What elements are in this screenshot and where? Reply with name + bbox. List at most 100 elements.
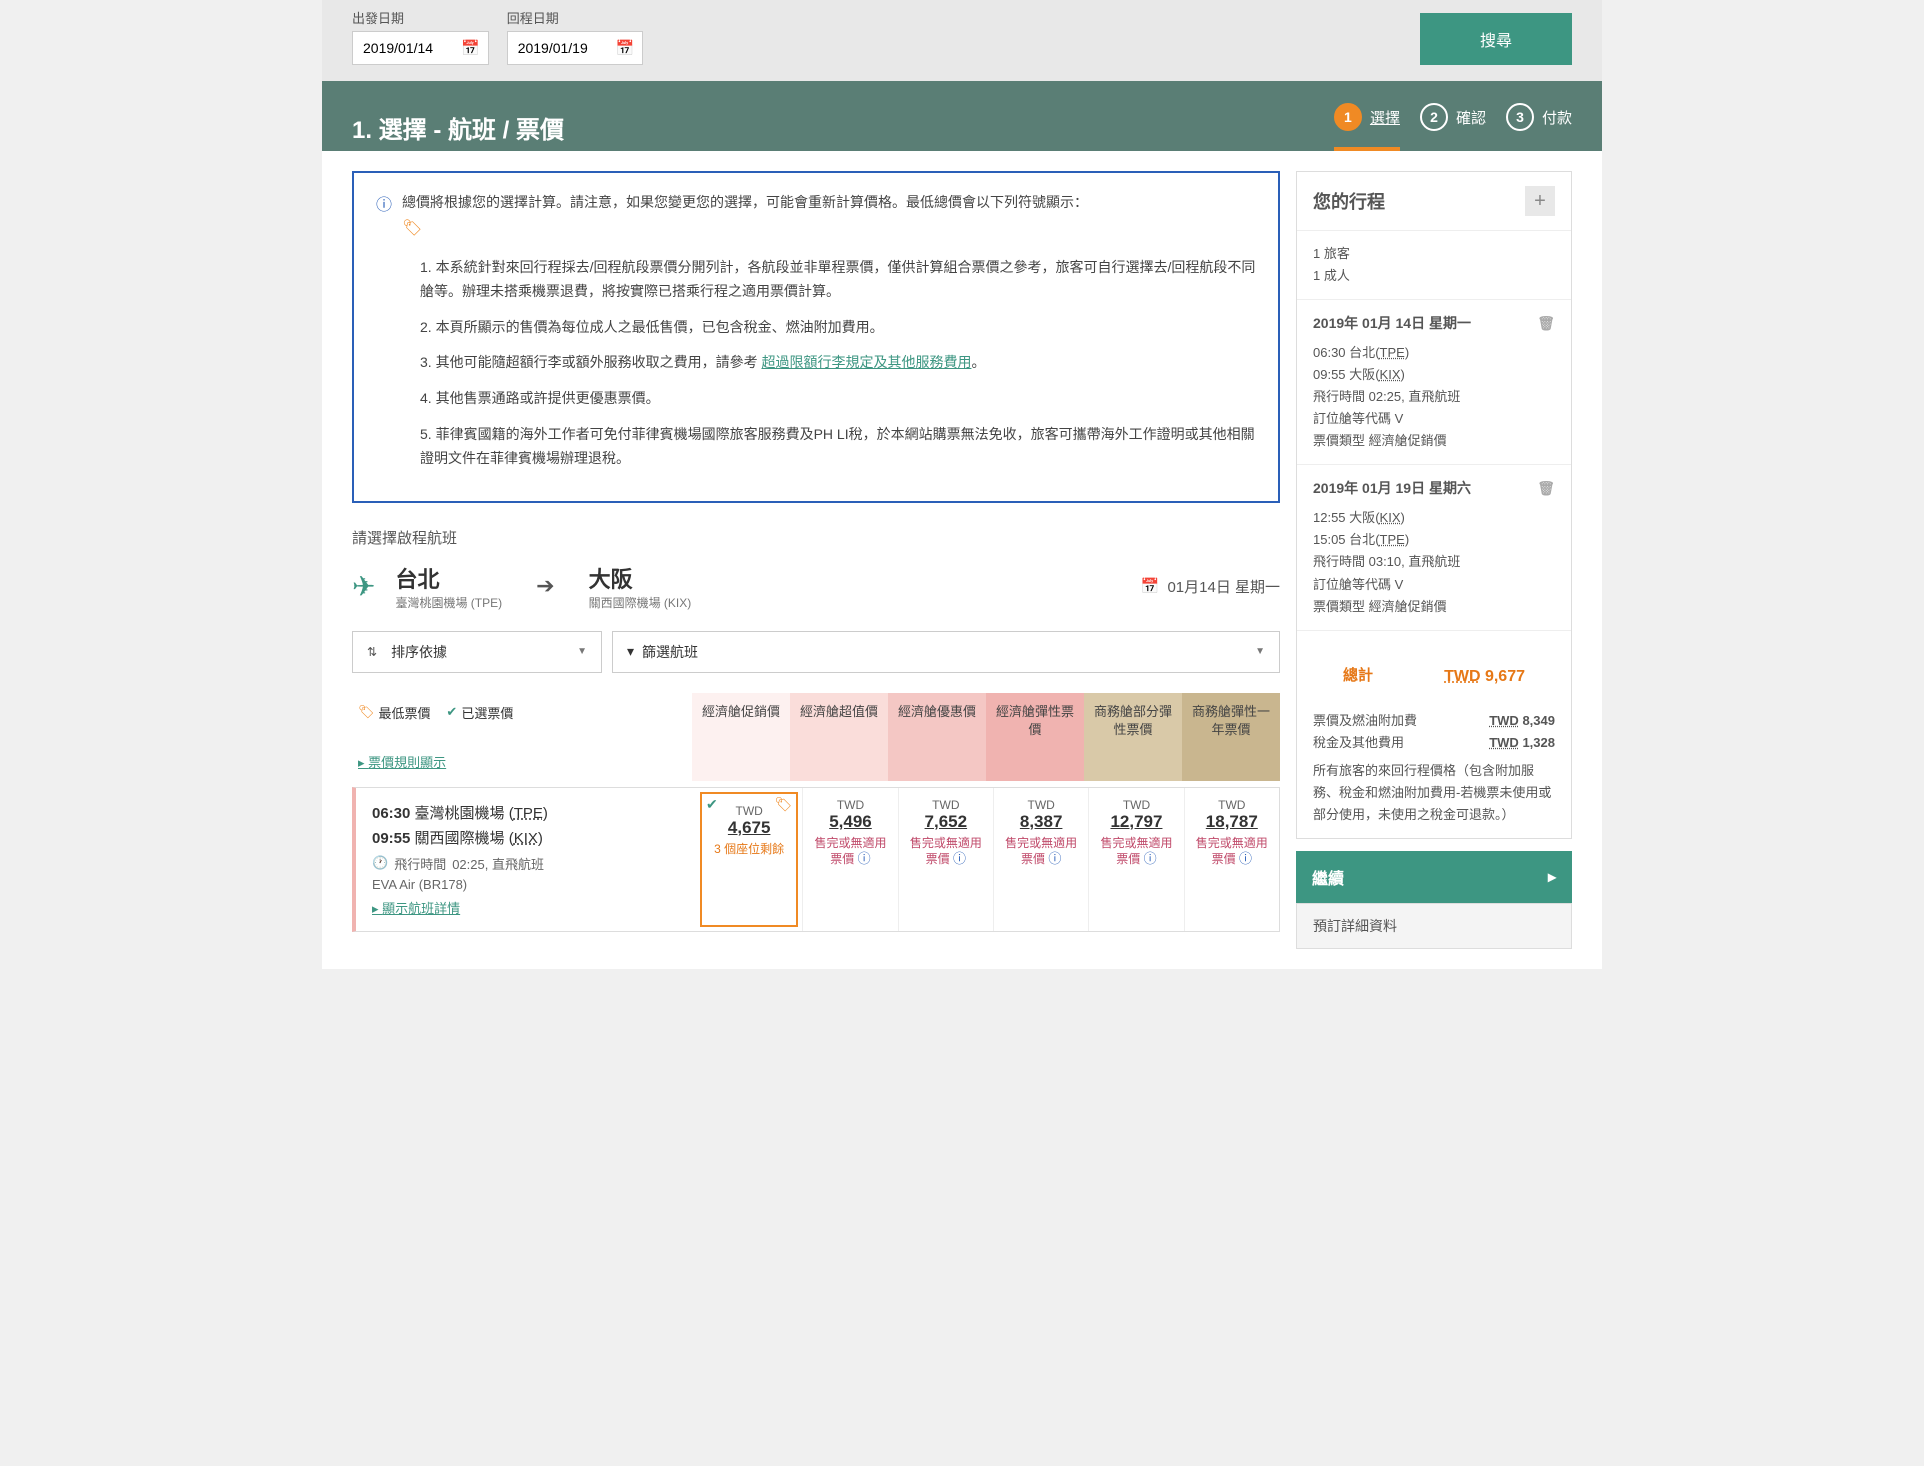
fare-fuel-value: TWD 8,349: [1489, 710, 1555, 732]
calendar-icon[interactable]: 📅: [608, 39, 643, 57]
baggage-fees-link[interactable]: 超過限額行李規定及其他服務費用: [761, 354, 971, 370]
price-summary: 總計 TWD 9,677 票價及燃油附加費 TWD 8,349 稅金及其他費用 …: [1297, 631, 1571, 839]
tag-icon: 🏷: [775, 796, 793, 813]
info-icon[interactable]: ⓘ: [1239, 851, 1252, 866]
info-item: 2. 本頁所顯示的售價為每位成人之最低售價，已包含稅金、燃油附加費用。: [420, 316, 1256, 340]
depart-date-group: 出發日期 📅: [352, 8, 489, 65]
segment-class: 訂位艙等代碼 V: [1313, 574, 1555, 596]
arrival-line: 09:55 關西國際機場 (KIX): [372, 827, 680, 848]
fare-column-header: 經濟艙優惠價: [888, 693, 986, 781]
search-button[interactable]: 搜尋: [1420, 13, 1572, 65]
origin-city-name: 台北: [395, 562, 502, 594]
destination-airport: 關西國際機場 (KIX): [589, 594, 692, 611]
lowest-fare-label: 最低票價: [379, 703, 431, 722]
check-icon: ✔: [446, 704, 457, 720]
fare-unavailable: 售完或無適用票價 ⓘ: [905, 836, 987, 868]
depart-date-input[interactable]: [353, 32, 453, 64]
arrow-right-icon: ➔: [536, 573, 554, 599]
info-icon[interactable]: ⓘ: [1048, 851, 1061, 866]
segment-class: 訂位艙等代碼 V: [1313, 408, 1555, 430]
info-icon[interactable]: ⓘ: [858, 851, 871, 866]
fare-cell[interactable]: TWD 7,652 售完或無適用票價 ⓘ: [898, 788, 993, 931]
fare-column-header: 商務艙部分彈性票價: [1084, 693, 1182, 781]
info-box: ⓘ 總價將根據您的選擇計算。請注意，如果您變更您的選擇，可能會重新計算價格。最低…: [352, 171, 1280, 503]
info-icon[interactable]: ⓘ: [953, 851, 966, 866]
fare-price: 18,787: [1206, 812, 1258, 832]
info-list: 1. 本系統針對來回行程採去/回程航段票價分開列計，各航段並非單程票價，僅供計算…: [376, 256, 1256, 471]
segment-duration: 飛行時間 03:10, 直飛航班: [1313, 551, 1555, 573]
fare-column-header: 經濟艙促銷價: [692, 693, 790, 781]
plane-icon: ✈: [352, 570, 375, 603]
segment-departure: 12:55 大阪(KIX): [1313, 507, 1555, 529]
step-label: 確認: [1456, 107, 1486, 128]
origin-city: 台北 臺灣桃園機場 (TPE): [395, 562, 502, 611]
section-label: 請選擇啟程航班: [352, 527, 1280, 548]
sort-icon: ⇅: [367, 645, 377, 659]
progress-header: 1. 選擇 - 航班 / 票價 1 選擇 2 確認 3 付款: [322, 81, 1602, 151]
fare-cell-selected[interactable]: ✔ 🏷 TWD 4,675 3 個座位剩餘: [700, 792, 798, 927]
info-icon[interactable]: ⓘ: [1144, 851, 1157, 866]
tag-icon: 🏷: [358, 704, 375, 720]
fare-column-header: 商務艙彈性一年票價: [1182, 693, 1280, 781]
clock-icon: 🕐: [372, 855, 388, 871]
fare-price: 5,496: [829, 812, 872, 832]
booking-details-link[interactable]: 預訂詳細資料: [1296, 903, 1572, 949]
depart-date-label: 出發日期: [352, 8, 489, 27]
segment-arrival: 15:05 台北(TPE): [1313, 529, 1555, 551]
destination-city-name: 大阪: [589, 562, 692, 594]
trash-icon[interactable]: 🗑: [1537, 477, 1555, 501]
info-item: 4. 其他售票通路或許提供更優惠票價。: [420, 387, 1256, 411]
progress-steps: 1 選擇 2 確認 3 付款: [1334, 103, 1572, 151]
return-date-input-wrap[interactable]: 📅: [507, 31, 644, 65]
fare-price: 4,675: [728, 818, 771, 838]
return-date-label: 回程日期: [507, 8, 644, 27]
departure-line: 06:30 臺灣桃園機場 (TPE): [372, 802, 680, 823]
tax-value: TWD 1,328: [1489, 732, 1555, 754]
step-payment[interactable]: 3 付款: [1506, 103, 1572, 151]
fare-cell[interactable]: TWD 12,797 售完或無適用票價 ⓘ: [1088, 788, 1183, 931]
expand-icon[interactable]: +: [1525, 186, 1555, 216]
sort-dropdown[interactable]: ⇅ 排序依據 ▼: [352, 631, 602, 673]
flight-info: 06:30 臺灣桃園機場 (TPE) 09:55 關西國際機場 (KIX) 🕐 …: [356, 788, 696, 931]
step-num: 3: [1506, 103, 1534, 131]
passenger-count: 1 旅客 1 成人: [1297, 231, 1571, 300]
fare-rules-link[interactable]: 票價規則顯示: [358, 752, 686, 771]
step-confirm[interactable]: 2 確認: [1420, 103, 1486, 151]
fare-cell[interactable]: TWD 18,787 售完或無適用票價 ⓘ: [1184, 788, 1279, 931]
fare-cell[interactable]: TWD 8,387 售完或無適用票價 ⓘ: [993, 788, 1088, 931]
fare-fuel-label: 票價及燃油附加費: [1313, 710, 1489, 732]
flight-duration: 🕐 飛行時間 02:25, 直飛航班: [372, 854, 680, 873]
fare-price: 7,652: [925, 812, 968, 832]
chevron-down-icon: ▼: [577, 646, 587, 657]
step-label: 付款: [1542, 107, 1572, 128]
tax-label: 稅金及其他費用: [1313, 732, 1489, 754]
segment-arrival: 09:55 大阪(KIX): [1313, 364, 1555, 386]
return-date-input[interactable]: [508, 32, 608, 64]
flight-row: 06:30 臺灣桃園機場 (TPE) 09:55 關西國際機場 (KIX) 🕐 …: [352, 787, 1280, 932]
step-select[interactable]: 1 選擇: [1334, 103, 1400, 151]
sidebar-title: 您的行程: [1313, 188, 1525, 214]
fare-price: 8,387: [1020, 812, 1063, 832]
flight-details-link[interactable]: 顯示航班詳情: [372, 898, 680, 917]
continue-button[interactable]: 繼續 ▸: [1296, 851, 1572, 903]
sort-label: 排序依據: [391, 642, 447, 662]
fare-currency: TWD: [736, 804, 763, 818]
calendar-icon: 📅: [1141, 577, 1160, 595]
step-num: 2: [1420, 103, 1448, 131]
check-icon: ✔: [706, 796, 718, 813]
funnel-icon: ▾: [627, 643, 634, 660]
segment-duration: 飛行時間 02:25, 直飛航班: [1313, 386, 1555, 408]
tag-icon: 🏷: [402, 220, 422, 237]
fare-cell[interactable]: TWD 5,496 售完或無適用票價 ⓘ: [802, 788, 897, 931]
segment-date: 2019年 01月 14日 星期一: [1313, 312, 1471, 336]
total-note: 所有旅客的來回行程價格（包含附加服務、稅金和燃油附加費用-若機票未使用或部分使用…: [1313, 760, 1555, 826]
page-title: 1. 選擇 - 航班 / 票價: [352, 110, 1334, 145]
fare-legend: 🏷最低票價 ✔已選票價 票價規則顯示: [352, 693, 692, 781]
filter-dropdown[interactable]: ▾ 篩選航班 ▼: [612, 631, 1280, 673]
calendar-icon[interactable]: 📅: [453, 39, 488, 57]
trash-icon[interactable]: 🗑: [1537, 312, 1555, 336]
itinerary-sidebar: 您的行程 + 1 旅客 1 成人 2019年 01月 14日 星期一 🗑 06:…: [1296, 171, 1572, 949]
total-label: 總計: [1343, 663, 1428, 689]
depart-date-input-wrap[interactable]: 📅: [352, 31, 489, 65]
origin-airport: 臺灣桃園機場 (TPE): [395, 594, 502, 611]
